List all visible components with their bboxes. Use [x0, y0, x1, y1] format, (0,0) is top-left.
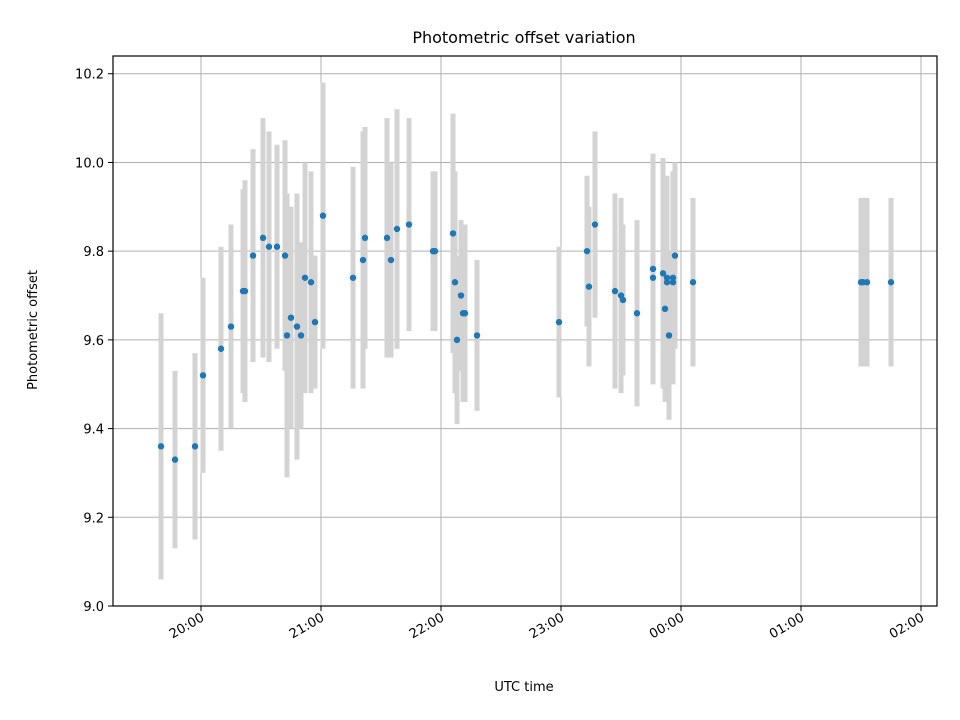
plot-frame — [112, 55, 938, 607]
data-point — [457, 292, 465, 299]
data-point — [887, 279, 895, 286]
data-point — [265, 243, 273, 250]
data-point — [301, 274, 309, 281]
data-point — [191, 443, 199, 450]
data-point — [649, 265, 657, 273]
data-point — [283, 332, 291, 339]
data-point — [461, 310, 469, 317]
data-point — [555, 318, 563, 326]
data-point — [383, 234, 391, 242]
data-point — [611, 287, 619, 295]
data-point — [387, 256, 395, 264]
grid-lines — [113, 56, 937, 607]
data-point — [863, 279, 871, 286]
y-axis-ticks: 9.0 9.2 9.4 9.6 9.8 10.0 10.2 — [75, 68, 113, 615]
data-points — [157, 212, 895, 463]
x-tick-label: 22:00 — [407, 610, 447, 642]
data-point — [405, 221, 413, 228]
data-point — [249, 252, 257, 259]
data-point — [311, 318, 319, 326]
data-point — [619, 296, 627, 304]
x-tick-label: 02:00 — [887, 610, 927, 642]
y-tick-label: 9.8 — [83, 245, 104, 260]
data-point — [659, 270, 667, 277]
data-point — [449, 230, 457, 237]
data-point — [669, 279, 677, 286]
y-tick-label: 9.0 — [83, 600, 104, 615]
data-point — [273, 243, 281, 250]
data-point — [583, 247, 591, 255]
data-point — [671, 252, 679, 259]
data-point — [585, 283, 593, 290]
data-point — [281, 252, 289, 259]
data-point — [649, 274, 657, 281]
x-tick-label: 00:00 — [647, 610, 687, 642]
data-point — [451, 279, 459, 286]
data-point — [319, 212, 327, 219]
x-axis-ticks: 20:00 21:00 22:00 23:00 00:00 01:00 02:00 — [167, 606, 927, 642]
data-point — [663, 279, 671, 286]
data-point — [689, 279, 697, 286]
y-tick-label: 9.6 — [83, 334, 104, 349]
x-tick-label: 01:00 — [767, 610, 807, 642]
error-bars — [158, 82, 894, 580]
data-point — [293, 323, 301, 330]
x-tick-label: 21:00 — [287, 610, 327, 642]
data-point — [359, 256, 367, 264]
data-point — [661, 305, 669, 313]
data-point — [663, 274, 671, 281]
data-point — [473, 332, 481, 339]
x-axis-label: UTC time — [494, 680, 553, 695]
data-point — [453, 336, 461, 344]
chart-title: Photometric offset variation — [412, 28, 635, 47]
data-point — [171, 456, 179, 463]
data-point — [591, 221, 599, 228]
x-tick-label: 20:00 — [167, 610, 207, 642]
data-point — [259, 234, 267, 242]
data-point — [287, 314, 295, 321]
data-point — [297, 332, 305, 339]
data-point — [431, 247, 439, 255]
data-point — [633, 310, 641, 317]
data-point — [393, 225, 401, 233]
data-point — [669, 274, 677, 281]
data-point — [349, 274, 357, 281]
y-tick-label: 9.2 — [83, 511, 104, 526]
y-tick-label: 10.0 — [75, 156, 104, 171]
data-point — [361, 234, 369, 242]
data-point — [665, 332, 673, 339]
data-point — [307, 279, 315, 286]
y-tick-label: 9.4 — [83, 423, 104, 438]
y-tick-label: 10.2 — [75, 68, 104, 83]
x-tick-label: 23:00 — [527, 610, 567, 642]
data-point — [199, 372, 207, 379]
data-point — [157, 443, 165, 450]
data-point — [217, 345, 225, 352]
data-point — [241, 287, 249, 295]
y-axis-label: Photometric offset — [26, 270, 41, 390]
data-point — [227, 323, 235, 330]
